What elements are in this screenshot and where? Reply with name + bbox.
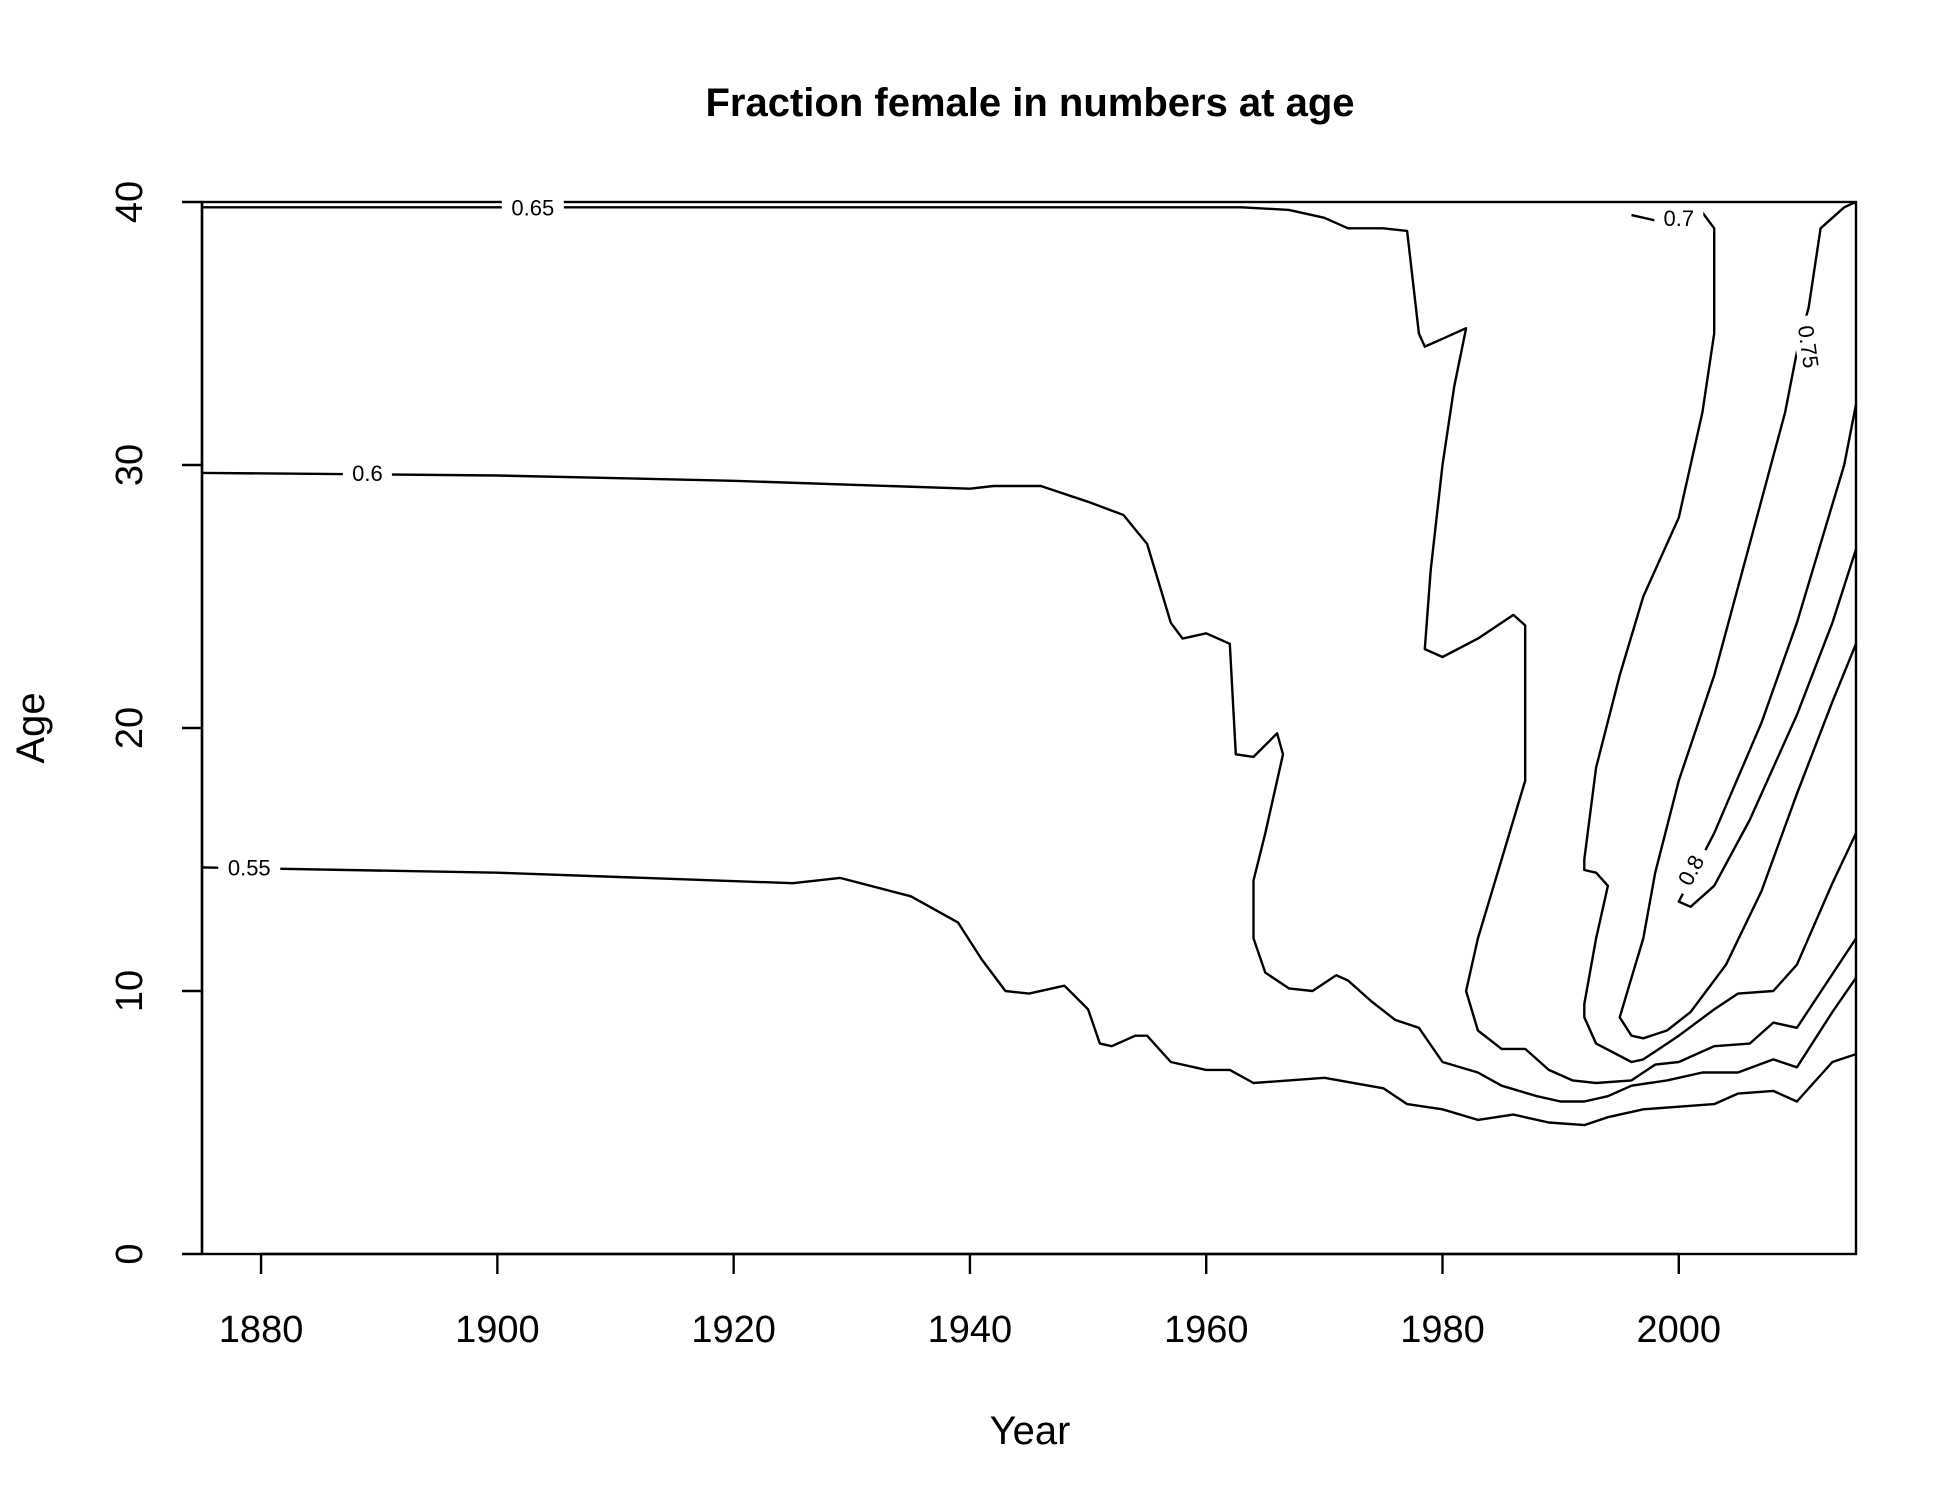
x-axis: 1880 1900 1920 1940 1960 1980 2000 bbox=[219, 1252, 1722, 1351]
contour-label-bg bbox=[342, 459, 392, 486]
contour-label: 0.65 bbox=[511, 195, 554, 220]
contour-label: 0.55 bbox=[228, 855, 271, 880]
y-axis: 0 10 20 30 40 bbox=[109, 181, 204, 1265]
contour-0.55: 0.55 bbox=[201, 854, 1857, 1127]
contour-label-group: 0.6 bbox=[342, 459, 392, 486]
y-tick-label: 40 bbox=[109, 181, 151, 223]
y-axis-label: Age bbox=[9, 692, 53, 763]
contour-label-group: 0.7 bbox=[1654, 204, 1704, 231]
contour-0.8: 0.8 bbox=[1667, 404, 1858, 908]
contour-label-bg bbox=[1654, 204, 1704, 231]
contour-lines: 0.55 0.6 0.65 0.7 0.75 0.8 bbox=[201, 194, 1858, 1127]
contour-line bbox=[201, 866, 1857, 1127]
contour-0.7: 0.7 bbox=[1583, 204, 1858, 1064]
contour-line bbox=[1677, 404, 1858, 908]
contour-label-group: 0.8 bbox=[1667, 842, 1714, 898]
y-tick-label: 10 bbox=[109, 970, 151, 1012]
x-tick-label: 1880 bbox=[219, 1309, 304, 1351]
contour-0.75: 0.75 bbox=[1618, 200, 1858, 1040]
x-tick-label: 1900 bbox=[455, 1309, 540, 1351]
contour-line bbox=[202, 206, 1858, 1085]
contour-label-bg bbox=[1791, 314, 1826, 380]
contour-label-group: 0.75 bbox=[1791, 314, 1826, 380]
x-tick-label: 2000 bbox=[1637, 1309, 1722, 1351]
contour-label-bg bbox=[1667, 842, 1714, 898]
contour-label-group: 0.65 bbox=[501, 194, 564, 221]
contour-label: 0.6 bbox=[352, 461, 383, 486]
y-tick-label: 20 bbox=[109, 707, 151, 749]
x-tick-label: 1940 bbox=[928, 1309, 1013, 1351]
contour-label-bg bbox=[218, 854, 281, 881]
x-tick-label: 1920 bbox=[691, 1309, 776, 1351]
contour-label-bg bbox=[501, 194, 564, 221]
contour-label-group: 0.55 bbox=[218, 854, 281, 881]
y-tick-label: 0 bbox=[109, 1243, 151, 1264]
contour-label: 0.7 bbox=[1663, 206, 1694, 231]
contour-label: 0.75 bbox=[1793, 324, 1824, 370]
contour-line bbox=[201, 471, 1857, 1103]
y-tick-label: 30 bbox=[109, 444, 151, 486]
contour-line bbox=[1583, 211, 1858, 1064]
x-tick-label: 1960 bbox=[1164, 1309, 1249, 1351]
x-tick-label: 1980 bbox=[1400, 1309, 1485, 1351]
chart-title: Fraction female in numbers at age bbox=[705, 81, 1354, 125]
contour-0.65: 0.65 bbox=[202, 194, 1858, 1085]
x-axis-label: Year bbox=[990, 1409, 1071, 1453]
contour-0.6: 0.6 bbox=[201, 459, 1857, 1103]
